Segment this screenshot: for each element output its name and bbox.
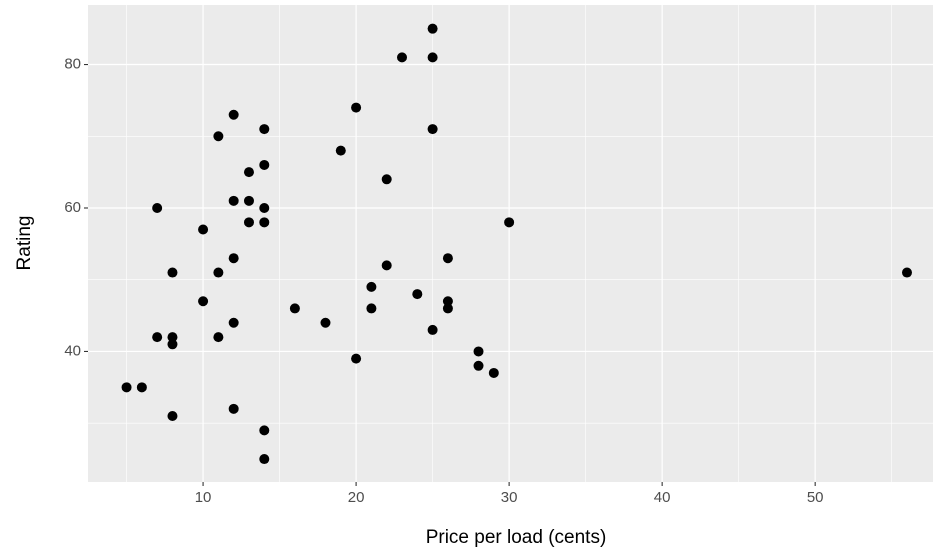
point [136, 382, 147, 393]
x-tick-label: 20 [348, 489, 365, 506]
point [381, 260, 392, 271]
point [427, 23, 438, 34]
point [198, 296, 209, 307]
point [488, 367, 499, 378]
point [228, 403, 239, 414]
point [243, 195, 254, 206]
point [473, 346, 484, 357]
x-tick-label: 30 [501, 489, 518, 506]
point [213, 332, 224, 343]
x-tick-label: 10 [195, 489, 212, 506]
x-axis-title: Price per load (cents) [426, 527, 607, 548]
x-tick-label: 40 [654, 489, 671, 506]
point [427, 124, 438, 135]
point [152, 332, 163, 343]
point [335, 145, 346, 156]
grid [88, 5, 933, 482]
point [412, 289, 423, 300]
point [351, 353, 362, 364]
point [152, 202, 163, 213]
point [381, 174, 392, 185]
point [228, 109, 239, 120]
points [121, 23, 912, 465]
point [320, 317, 331, 328]
point [289, 303, 300, 314]
point [442, 253, 453, 264]
point [167, 267, 178, 278]
y-tick-label: 80 [64, 56, 81, 73]
point [228, 253, 239, 264]
y-tick-label: 60 [64, 199, 81, 216]
point [351, 102, 362, 113]
point [427, 52, 438, 63]
panel [88, 5, 933, 482]
point [167, 411, 178, 422]
point [259, 202, 270, 213]
point [228, 317, 239, 328]
point [259, 159, 270, 170]
point [442, 303, 453, 314]
y-tick-label: 40 [64, 342, 81, 359]
point [366, 303, 377, 314]
y-axis-title: Rating [14, 216, 35, 271]
point [243, 167, 254, 178]
point [213, 267, 224, 278]
point [228, 195, 239, 206]
point [259, 425, 270, 436]
point [167, 332, 178, 343]
point [259, 124, 270, 135]
point [259, 454, 270, 465]
point [198, 224, 209, 235]
point [473, 360, 484, 371]
point [397, 52, 408, 63]
point [213, 131, 224, 142]
point [366, 281, 377, 292]
point [243, 217, 254, 228]
point [121, 382, 132, 393]
point [901, 267, 912, 278]
point [442, 296, 453, 307]
point [167, 339, 178, 350]
x-tick-label: 50 [807, 489, 824, 506]
point [427, 324, 438, 335]
point [504, 217, 515, 228]
point [259, 217, 270, 228]
